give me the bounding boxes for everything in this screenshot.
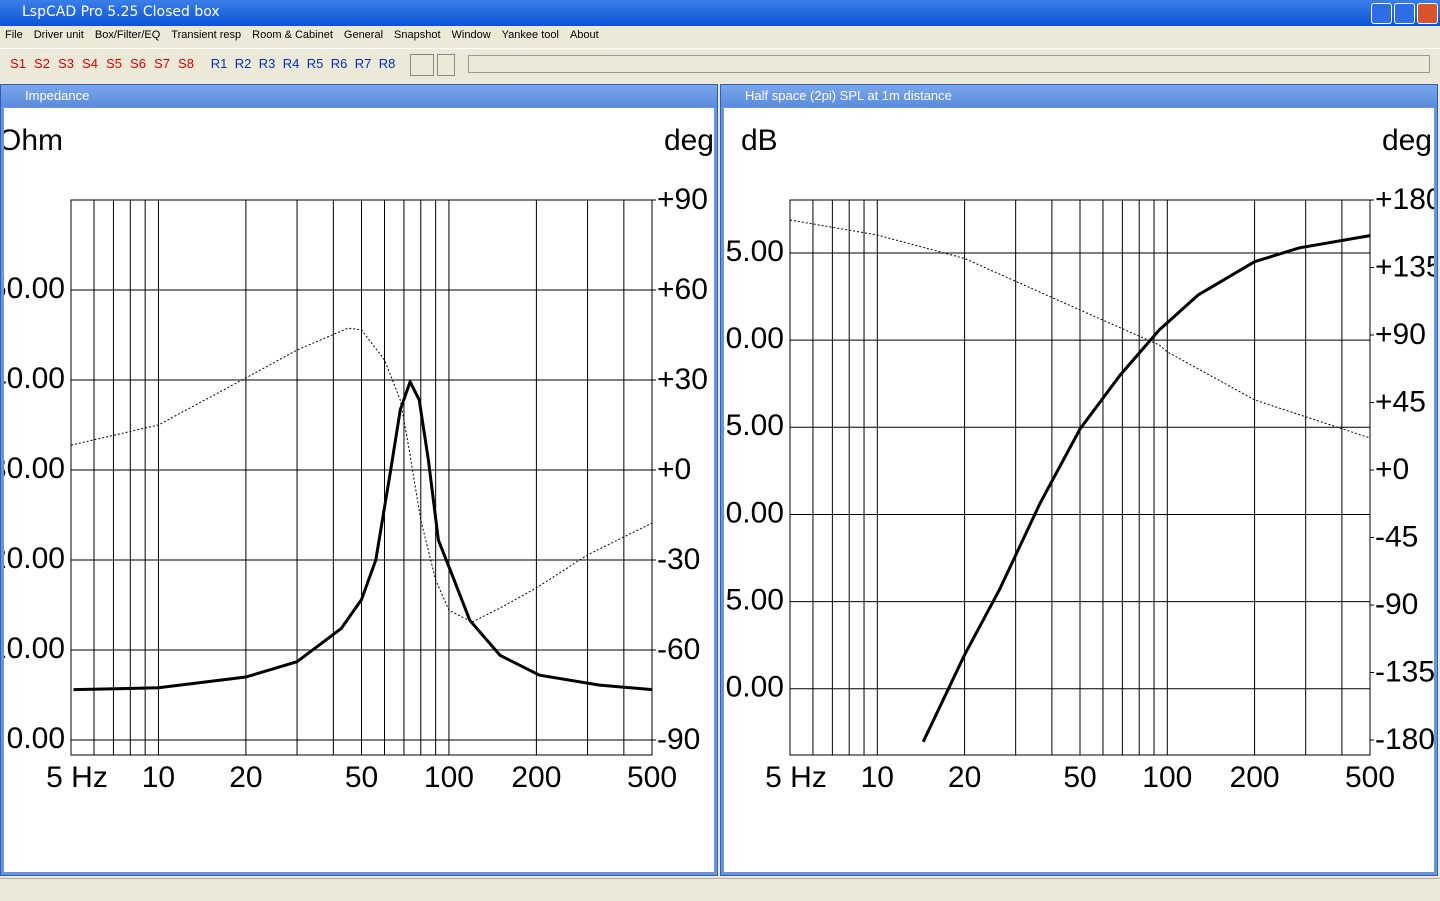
x-tick-label: 500 — [627, 761, 677, 794]
menu-item[interactable]: Yankee tool — [501, 29, 559, 41]
x-tick-label: 10 — [142, 761, 175, 794]
window-title: Half space (2pi) SPL at 1m distance — [745, 88, 952, 103]
toolbar: S1 S2 S3 S4 S5 S6 S7 S8 R1 R2 R3 R4 R5 R6 R7 R8 — [0, 48, 1440, 79]
x-tick-label: 5 Hz — [46, 761, 108, 794]
y2-tick-label: -60 — [657, 633, 700, 666]
app-title: LspCAD Pro 5.25 Closed box — [22, 4, 220, 20]
toolbar-button[interactable]: R2 — [234, 56, 252, 71]
x-tick-label: 100 — [1142, 761, 1192, 794]
menu-item[interactable]: Box/Filter/EQ — [94, 29, 161, 41]
toolbar-button[interactable]: S2 — [34, 56, 50, 71]
maximize[interactable] — [1394, 3, 1415, 24]
y2-tick-label: +180 — [1375, 183, 1434, 216]
toolbar-icon[interactable] — [410, 54, 434, 76]
x-tick-label: 20 — [948, 761, 981, 794]
toolbar-button[interactable]: R1 — [210, 56, 228, 71]
y-tick-label: 0.00 — [7, 722, 65, 755]
toolbar-button[interactable]: R7 — [354, 56, 372, 71]
window-title-bar: Impedance — [1, 85, 717, 107]
x-tick-label: 20 — [229, 761, 262, 794]
x-tick-label: 500 — [1345, 761, 1395, 794]
y-tick-label: 85.00 — [724, 409, 784, 442]
menu-item[interactable]: File — [5, 29, 23, 41]
menu-item[interactable]: Transient resp — [171, 29, 242, 41]
y-tick-label: 95.00 — [724, 235, 784, 268]
x-tick-label: 200 — [511, 761, 561, 794]
y-tick-label: 40.00 — [4, 362, 65, 395]
x-tick-label: 100 — [424, 761, 474, 794]
window-title: Impedance — [25, 88, 90, 103]
series-line — [73, 380, 653, 692]
toolbar-button[interactable]: S4 — [82, 56, 98, 71]
series-line — [921, 234, 1371, 743]
menu-item[interactable]: Room & Cabinet — [252, 29, 333, 41]
y2-tick-label: -90 — [1375, 588, 1418, 621]
y-tick-label: 70.00 — [724, 671, 784, 704]
toolbar-button[interactable]: S3 — [58, 56, 74, 71]
menu-bar: File Driver unit Box/Filter/EQ Transient re… — [0, 26, 1440, 44]
toolbar-button[interactable]: S8 — [178, 56, 194, 71]
toolbar-icon[interactable] — [437, 54, 455, 76]
x-tick-label: 50 — [1063, 761, 1096, 794]
x-tick-label: 200 — [1230, 761, 1280, 794]
series-line — [70, 327, 653, 623]
y-axis-label: dB — [741, 124, 778, 157]
toolbar-button[interactable]: S5 — [106, 56, 122, 71]
window: Impedance 5 Hz 10 20 50 100 200 500 0.00 10.00 20.… — [0, 84, 718, 876]
title-bar: LspCAD Pro 5.25 Closed box — [0, 0, 1440, 26]
window: Half space (2pi) SPL at 1m distance 5 Hz 1… — [720, 84, 1438, 876]
y2-tick-label: +45 — [1375, 385, 1426, 418]
toolbar-button[interactable]: S1 — [10, 56, 26, 71]
series-line — [789, 219, 1371, 439]
y2-axis-label: deg — [664, 124, 714, 157]
minimize[interactable] — [1371, 3, 1392, 24]
y2-tick-label: +90 — [657, 183, 708, 216]
x-tick-label: 10 — [861, 761, 894, 794]
y2-tick-label: -45 — [1375, 520, 1418, 553]
y-tick-label: 90.00 — [724, 322, 784, 355]
close[interactable] — [1417, 3, 1438, 24]
x-tick-label: 5 Hz — [765, 761, 827, 794]
status-bar — [0, 878, 1440, 901]
y2-tick-label: +90 — [1375, 318, 1426, 351]
menu-item[interactable]: Driver unit — [33, 29, 84, 41]
chart: 5 Hz 10 20 50 100 200 500 70.00 75.00 80.00 85.00 9… — [724, 124, 1434, 794]
toolbar-button[interactable]: R4 — [282, 56, 300, 71]
toolbar-field — [468, 55, 1430, 73]
toolbar-button[interactable]: S7 — [154, 56, 170, 71]
window-title-bar: Half space (2pi) SPL at 1m distance — [721, 85, 1437, 107]
y2-tick-label: -135 — [1375, 655, 1434, 688]
y2-tick-label: -30 — [657, 543, 700, 576]
menu-item[interactable]: Snapshot — [394, 29, 441, 41]
toolbar-button[interactable]: S6 — [130, 56, 146, 71]
toolbar-button[interactable]: R3 — [258, 56, 276, 71]
y-tick-label: 30.00 — [4, 452, 65, 485]
y-tick-label: 75.00 — [724, 584, 784, 617]
window-client: 5 Hz 10 20 50 100 200 500 70.00 75.00 80.00 85.00 9… — [724, 108, 1434, 872]
menu-item[interactable]: Window — [451, 29, 491, 41]
y2-tick-label: -180 — [1375, 723, 1434, 756]
y2-tick-label: -90 — [657, 723, 700, 756]
y-tick-label: 50.00 — [4, 272, 65, 305]
toolbar-button[interactable]: R5 — [306, 56, 324, 71]
y-tick-label: 80.00 — [724, 496, 784, 529]
y-axis-label: Ohm — [4, 124, 63, 157]
menu-item[interactable]: General — [343, 29, 384, 41]
y2-tick-label: +0 — [657, 453, 691, 486]
y-tick-label: 20.00 — [4, 542, 65, 575]
menu-item[interactable]: About — [569, 29, 599, 41]
y2-tick-label: +0 — [1375, 453, 1409, 486]
y2-axis-label: deg — [1382, 124, 1432, 157]
chart: 5 Hz 10 20 50 100 200 500 0.00 10.00 20.00 30.00 40… — [4, 124, 714, 794]
toolbar-button[interactable]: R8 — [378, 56, 396, 71]
y2-tick-label: +135 — [1375, 250, 1434, 283]
y2-tick-label: +60 — [657, 273, 708, 306]
toolbar-button[interactable]: R6 — [330, 56, 348, 71]
x-tick-label: 50 — [345, 761, 378, 794]
y-tick-label: 10.00 — [4, 632, 65, 665]
y2-tick-label: +30 — [657, 363, 708, 396]
window-client: 5 Hz 10 20 50 100 200 500 0.00 10.00 20.00 30.00 40… — [4, 108, 714, 872]
